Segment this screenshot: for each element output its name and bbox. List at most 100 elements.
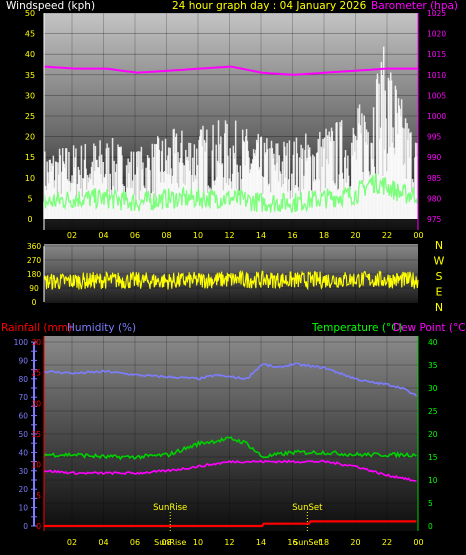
climate-time-axis: 02 04 06 08 10 12 14 16 18 20 22 00 [67,538,424,547]
time-tick-label: 22 [382,231,392,240]
compass-label: W [434,255,445,268]
time-tick-label: 04 [98,231,108,240]
temperature-tick-label: 25 [428,407,438,416]
humidity-tick-label: 50 [18,430,28,439]
windspeed-tick-label: 5 [27,194,32,203]
windspeed-tick-label: 25 [25,112,35,121]
windspeed-line [43,173,418,213]
climate-axes: 0 10 20 30 40 50 60 70 80 90 100 0 5 10 15 20 25 30 0 5 10 15… [14,336,438,531]
barometer-line [43,65,418,76]
rainfall-tick-label: 30 [31,338,41,347]
barometer-tick-label: 990 [427,153,442,162]
humidity-tick-label: 20 [18,485,28,494]
time-tick-label: 00 [413,538,423,547]
compass-label: E [436,286,443,299]
windspeed-tick-label: 20 [25,133,35,142]
direction-line [43,269,419,291]
barometer-tick-label: 1020 [427,30,446,39]
windspeed-tick-label: 15 [25,153,35,162]
barometer-tick-label: 995 [427,133,442,142]
time-tick-label: 06 [130,231,140,240]
barometer-tick-label: 985 [427,174,442,183]
climate-plot-area [44,336,418,531]
time-tick-label: 04 [98,538,108,547]
compass-label: S [436,270,443,283]
humidity-tick-label: 90 [18,356,28,365]
humidity-tick-label: 80 [18,375,28,384]
time-tick-label: 12 [224,231,234,240]
temperature-header: Temperature (°C) [311,322,403,334]
windspeed-header: Windspeed (kph) [6,0,95,12]
dewpoint-line [43,459,417,482]
windspeed-tick-label: 30 [25,91,35,100]
humidity-tick-label: 30 [18,467,28,476]
time-tick-label: 18 [319,538,329,547]
time-tick-label: 12 [224,538,234,547]
graph-title: 24 hour graph day : 04 January 2026 [172,0,367,12]
sunset-axis-label: SunSet [293,538,321,547]
barometer-tick-label: 1000 [427,112,446,121]
time-tick-label: 02 [67,538,77,547]
barometer-tick-label: 1005 [427,91,446,100]
temperature-tick-label: 30 [428,384,438,393]
temperature-tick-label: 0 [428,522,433,531]
temperature-tick-label: 5 [428,499,433,508]
humidity-tick-label: 70 [18,393,28,402]
time-tick-label: 14 [256,231,266,240]
windspeed-tick-label: 0 [27,215,32,224]
time-tick-label: 10 [193,538,203,547]
temperature-tick-label: 15 [428,453,438,462]
direction-tick-label: 360 [27,242,42,251]
direction-series [43,269,419,291]
direction-tick-label: 90 [29,284,39,293]
barometer-series [43,65,418,76]
humidity-line [43,362,418,397]
time-tick-label: 18 [319,231,329,240]
rainfall-line [44,520,417,528]
humidity-tick-label: 40 [18,448,28,457]
barometer-axis: 975 980 985 990 995 1000 1005 1010 1015 1020 1025 [417,9,446,230]
time-tick-label: 20 [350,231,360,240]
humidity-tick-label: 0 [23,522,28,531]
rainfall-tick-label: 20 [31,399,41,408]
windspeed-tick-label: 10 [25,174,35,183]
sunrise-label: SunRise [153,503,187,513]
time-tick-label: 08 [161,538,171,547]
windspeed-series [43,173,418,213]
direction-grid [44,245,419,303]
compass-label: N [435,301,443,314]
time-tick-label: 16 [287,538,297,547]
time-tick-label: 22 [382,538,392,547]
barometer-header: Barometer (hpa) [371,0,458,12]
windspeed-axis: 0 5 10 15 20 25 30 35 40 45 50 [25,9,45,230]
compass-label: N [435,239,443,252]
temperature-tick-label: 10 [428,476,438,485]
temperature-tick-label: 20 [428,430,438,439]
windspeed-tick-label: 45 [25,30,35,39]
temperature-line [43,436,417,461]
time-tick-label: 00 [413,231,423,240]
gust-series [43,46,418,219]
direction-tick-label: 0 [32,298,37,307]
rainfall-tick-label: 15 [31,430,41,439]
barometer-tick-label: 980 [427,194,442,203]
wind-time-axis: 02 04 06 08 10 12 14 16 18 20 22 00 [67,231,424,240]
time-tick-label: 16 [287,231,297,240]
rainfall-tick-label: 25 [31,369,41,378]
time-tick-label: 08 [161,231,171,240]
direction-tick-label: 270 [27,256,42,265]
dewpoint-header: Dew Point (°C) [393,322,466,334]
barometer-tick-label: 1010 [427,71,446,80]
direction-axis: 0 90 180 270 360 [27,242,45,307]
barometer-tick-label: 1015 [427,50,446,59]
climate-series [43,362,418,528]
time-tick-label: 02 [67,231,77,240]
time-tick-label: 14 [256,538,266,547]
temperature-tick-label: 35 [428,361,438,370]
humidity-tick-label: 100 [14,338,29,347]
rainfall-tick-label: 5 [36,491,41,500]
windspeed-tick-label: 40 [25,50,35,59]
direction-tick-label: 180 [27,270,42,279]
temperature-tick-label: 40 [428,338,438,347]
